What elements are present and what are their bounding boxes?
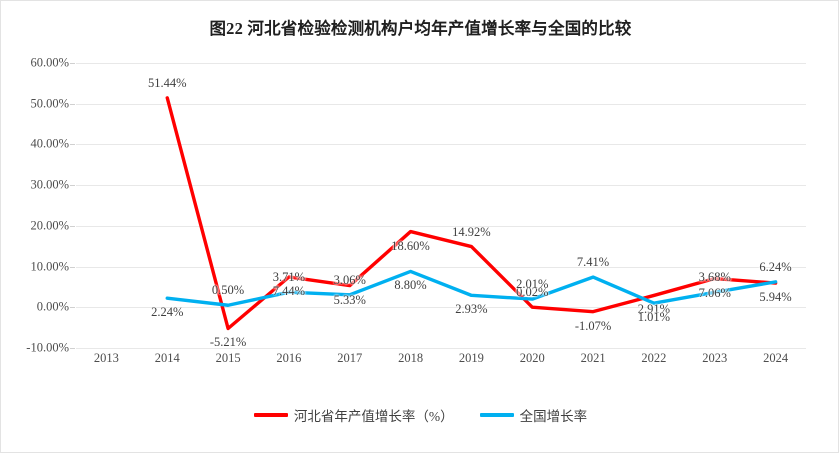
x-axis-tick-label: 2015 [215,351,241,365]
gridline [76,144,806,146]
data-point-label: 3.71% [272,270,306,285]
legend-color-swatch [253,413,288,417]
series-line [165,269,778,307]
y-axis-tick-label: 0.00% [36,299,69,314]
data-point-label: 3.68% [698,270,731,285]
data-point-label: 6.24% [759,259,792,274]
data-point-label: -1.07% [574,318,612,333]
data-point-label: 7.41% [576,255,610,270]
data-point-label: 5.94% [759,290,792,305]
data-point-label: -5.21% [209,335,247,350]
legend-color-swatch [479,413,514,417]
data-point-label: 2.93% [455,302,488,317]
data-point-label: 7.44% [272,283,306,298]
y-axis-tick-label: 30.00% [30,177,69,192]
data-point-label: 1.01% [637,310,671,325]
y-axis-tick-mark [70,348,75,349]
series-line [165,96,778,331]
y-axis-tick-label: 40.00% [30,136,69,151]
x-axis-tick-label: 2021 [580,351,606,365]
legend-item[interactable]: 全国增长率 [479,405,588,425]
x-axis-tick-label: 2013 [93,351,119,365]
gridline [76,266,806,268]
data-point-label: 0.02% [516,285,549,300]
x-axis-tick-label: 2024 [763,351,789,365]
gridline [76,185,806,187]
data-point-label: 3.06% [333,272,366,287]
y-axis-tick-label: 50.00% [30,96,69,111]
y-axis-tick-mark [70,103,75,105]
legend-label: 河北省年产值增长率（%） [293,409,454,424]
y-axis-tick-label: 10.00% [30,259,69,274]
x-axis-tick-label: 2016 [276,351,302,365]
gridline [76,307,806,309]
y-axis-tick-mark [70,225,75,227]
chart-legend: 河北省年产值增长率（%） 全国增长率 [1,405,839,425]
plot-area: 60.00% 50.00% 40.00% 30.00% 20.00% 10.00% 0.00… [26,56,806,365]
legend-item[interactable]: 河北省年产值增长率（%） [253,405,454,425]
y-axis-tick-label: 60.00% [30,55,69,70]
x-axis-tick-label: 2023 [702,351,728,365]
x-axis-tick-label: 2018 [398,351,424,365]
y-axis-tick-mark [70,307,75,309]
gridline [76,225,806,227]
y-axis-tick-mark [70,266,75,268]
data-point-label: 14.92% [452,224,491,239]
data-point-label: 5.33% [333,292,366,307]
data-point-label: 8.80% [394,278,427,293]
gridline [76,63,806,64]
data-point-label: 18.60% [391,238,430,253]
x-axis-tick-label: 2022 [641,351,667,365]
gridline [76,103,806,105]
data-point-label: 2.91% [637,302,671,317]
chart-title: 图22 河北省检验检测机构户均年产值增长率与全国的比较 [209,19,632,38]
y-axis-tick-mark [70,63,75,64]
x-axis-tick-label: 2017 [337,351,363,365]
gridline [76,348,806,349]
data-point-label: 2.24% [151,305,184,320]
x-axis-tick-label: 2020 [519,351,545,365]
legend-label: 全国增长率 [519,409,588,424]
x-axis-tick-label: 2014 [154,351,180,365]
y-axis-tick-mark [70,144,75,146]
y-axis-tick-mark [70,185,75,187]
y-axis-tick-label: 20.00% [30,218,69,233]
x-axis-tick-label: 2019 [458,351,484,365]
data-point-label: 2.01% [516,277,549,292]
series-lines [165,96,778,331]
data-point-label: 7.06% [698,285,731,300]
data-point-label: 0.50% [211,283,245,298]
data-point-label: 51.44% [147,75,187,90]
y-axis-tick-label: -10.00% [26,340,69,355]
